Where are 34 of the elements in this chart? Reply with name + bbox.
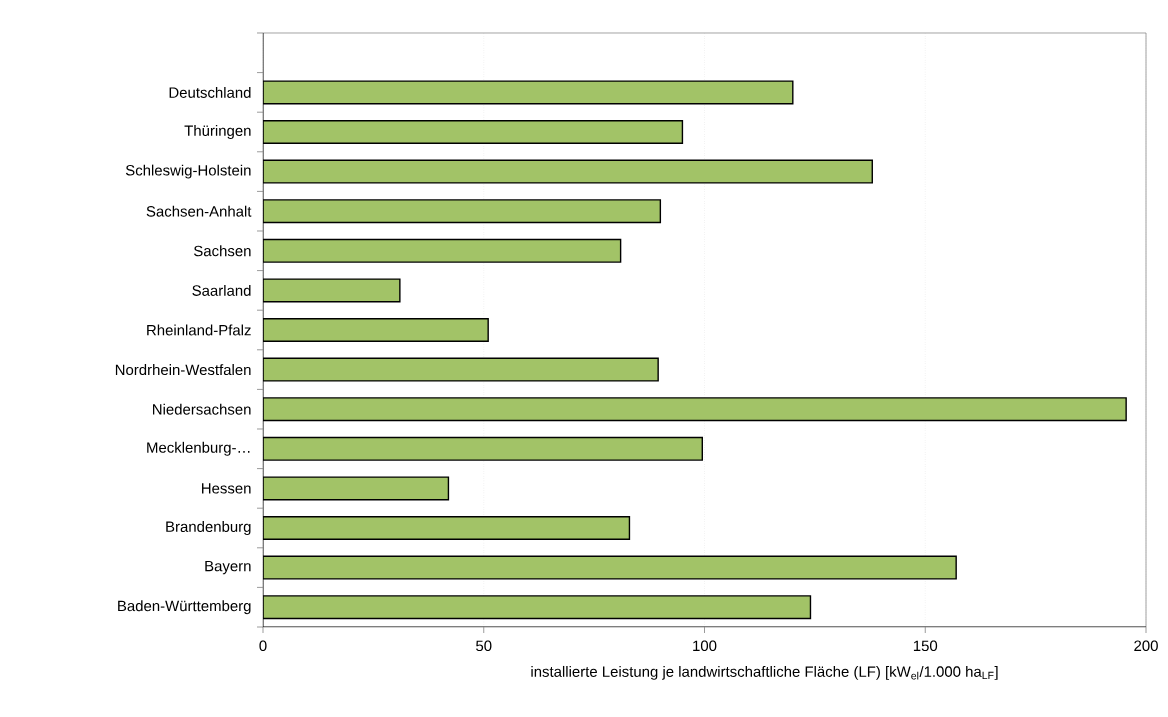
y-tick-label: Sachsen <box>194 245 251 257</box>
bar <box>263 357 659 382</box>
y-tick-label: Mecklenburg-… <box>147 441 250 456</box>
y-tick-label: Saarland <box>192 284 251 296</box>
bar <box>263 120 684 144</box>
bar <box>263 318 489 342</box>
bar <box>263 278 401 303</box>
bar <box>263 555 957 580</box>
bar <box>263 159 873 184</box>
bar <box>263 595 812 620</box>
y-tick-label: Sachsen-Anhalt <box>146 205 252 217</box>
y-tick-label: Niedersachsen <box>153 403 251 415</box>
x-axis-title: installierte Leistung je landwirtschaftliche Fläche (LF) [kW$_{el}$/1.000 ha$_{LF}$] <box>531 665 998 680</box>
y-tick-label: Brandenburg <box>166 521 251 535</box>
x-tick-label: 150 <box>913 640 938 652</box>
y-tick-label: Bayern <box>205 560 251 575</box>
y-tick-label: Rheinland-Pfalz <box>147 324 251 336</box>
bar <box>263 199 662 224</box>
y-tick-label: Baden-Württemberg <box>118 600 251 615</box>
x-tick-label: 0 <box>259 640 267 652</box>
x-tick-label: 200 <box>1134 640 1158 652</box>
bar <box>263 238 622 263</box>
bar <box>263 80 794 105</box>
y-tick-label: Thüringen <box>184 125 251 139</box>
x-tick-label: 50 <box>476 640 492 652</box>
bar <box>263 476 450 501</box>
bar <box>263 436 703 461</box>
y-tick-label: Nordrhein-Westfalen <box>115 364 251 376</box>
x-tick-label: 100 <box>693 640 717 652</box>
y-tick-label: Hessen <box>202 483 251 494</box>
bar <box>263 397 1127 422</box>
bar <box>263 516 631 540</box>
y-tick-label: Schleswig-Holstein <box>125 164 251 179</box>
y-tick-label: Deutschland <box>169 86 251 98</box>
